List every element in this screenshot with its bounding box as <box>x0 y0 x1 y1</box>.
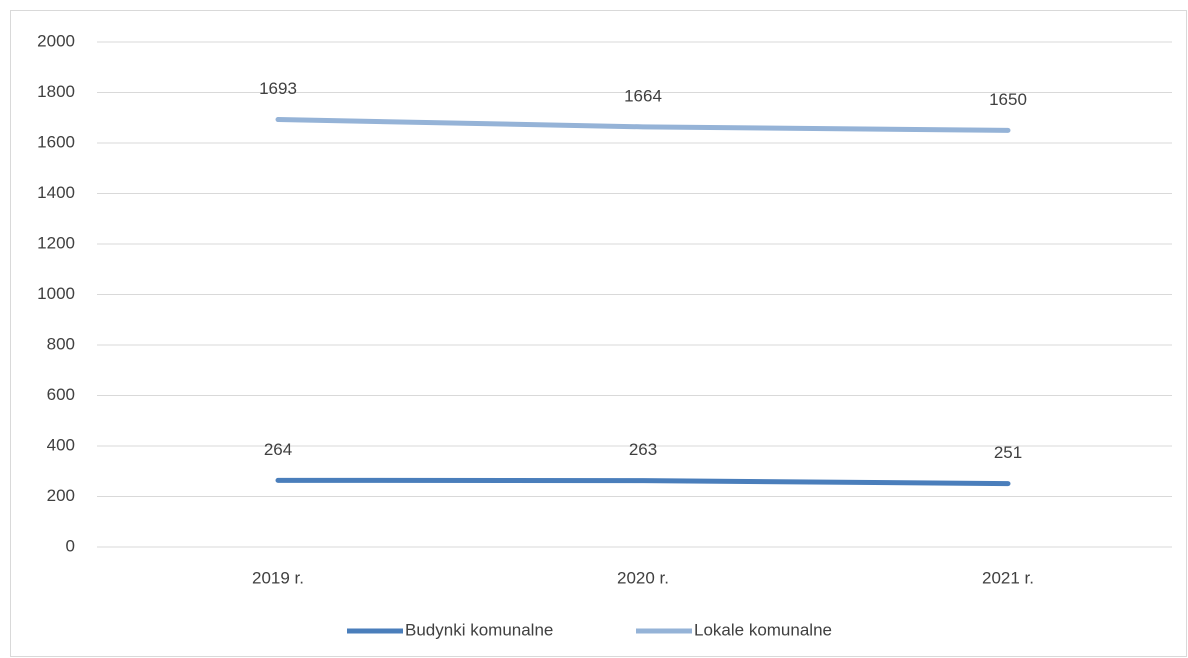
data-label: 251 <box>994 443 1022 462</box>
x-tick-label: 2021 r. <box>982 568 1034 587</box>
y-tick-label: 1800 <box>37 82 75 101</box>
chart-border <box>10 10 1187 657</box>
data-label: 1664 <box>624 86 662 105</box>
data-label: 264 <box>264 440 292 459</box>
y-tick-label: 800 <box>47 334 75 353</box>
x-tick-label: 2019 r. <box>252 568 304 587</box>
y-tick-label: 600 <box>47 385 75 404</box>
y-tick-label: 0 <box>66 536 75 555</box>
y-tick-label: 1400 <box>37 183 75 202</box>
y-tick-label: 1000 <box>37 284 75 303</box>
y-tick-label: 1200 <box>37 233 75 252</box>
data-label: 1650 <box>989 90 1027 109</box>
data-label: 263 <box>629 440 657 459</box>
y-tick-label: 200 <box>47 486 75 505</box>
data-label: 1693 <box>259 79 297 98</box>
legend-label: Lokale komunalne <box>694 620 832 639</box>
legend-label: Budynki komunalne <box>405 620 553 639</box>
series-line <box>275 117 1011 133</box>
series-line <box>275 477 1011 487</box>
y-tick-label: 1600 <box>37 132 75 151</box>
y-tick-label: 2000 <box>37 31 75 50</box>
y-tick-label: 400 <box>47 435 75 454</box>
x-tick-label: 2020 r. <box>617 568 669 587</box>
